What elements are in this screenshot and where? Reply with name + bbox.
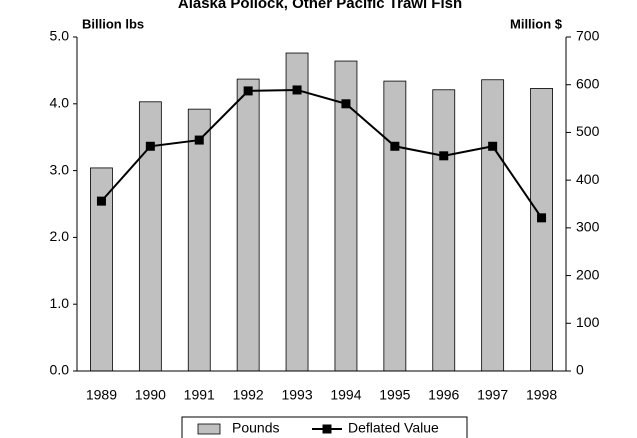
y-axis-title: Billion lbs: [82, 16, 144, 31]
y2-tick-label: 500: [576, 123, 600, 139]
y2-tick-label: 100: [576, 314, 600, 330]
bar: [432, 89, 456, 372]
x-tick-label: 1997: [477, 387, 508, 403]
x-tick-label: 1993: [281, 387, 312, 403]
value-marker: [243, 86, 253, 96]
value-marker: [341, 99, 351, 109]
y2-tick-label: 0: [576, 362, 584, 378]
y2-tick-label: 700: [576, 28, 600, 44]
bar: [236, 78, 260, 372]
y2-tick-label: 400: [576, 171, 600, 187]
bar: [383, 80, 407, 372]
y2-tick-label: 600: [576, 75, 600, 91]
bar: [530, 88, 553, 372]
bar: [285, 52, 309, 372]
value-marker: [439, 151, 449, 161]
y-tick-label: 2.0: [50, 228, 70, 244]
legend-label: Deflated Value: [348, 420, 439, 436]
bar: [187, 108, 211, 372]
y2-tick-label: 300: [576, 219, 600, 235]
y-tick-label: 3.0: [50, 161, 70, 177]
value-marker: [145, 141, 155, 151]
legend-label: Pounds: [232, 420, 279, 436]
bar: [481, 79, 505, 372]
legend-swatch: [197, 423, 221, 435]
value-marker: [96, 196, 106, 206]
value-marker: [390, 141, 400, 151]
y-tick-label: 1.0: [50, 295, 70, 311]
x-tick-label: 1996: [428, 387, 459, 403]
x-tick-label: 1990: [135, 387, 166, 403]
x-tick-label: 1992: [233, 387, 264, 403]
value-marker: [194, 135, 204, 145]
value-line: [100, 88, 543, 219]
x-tick-label: 1994: [330, 387, 361, 403]
y-tick-label: 0.0: [50, 362, 70, 378]
value-marker: [537, 213, 547, 223]
y2-tick-label: 200: [576, 266, 600, 282]
x-tick-label: 1998: [526, 387, 557, 403]
x-tick-label: 1989: [86, 387, 117, 403]
y-tick-label: 4.0: [50, 95, 70, 111]
x-tick-label: 1995: [379, 387, 410, 403]
chart-title: Alaska Pollock, Other Pacific Trawl Fish: [178, 0, 462, 12]
value-marker: [488, 141, 498, 151]
x-tick-label: 1991: [184, 387, 215, 403]
y2-axis-title: Million $: [510, 16, 563, 31]
legend-marker: [322, 424, 332, 434]
y-tick-label: 5.0: [50, 28, 70, 44]
value-marker: [292, 85, 302, 95]
